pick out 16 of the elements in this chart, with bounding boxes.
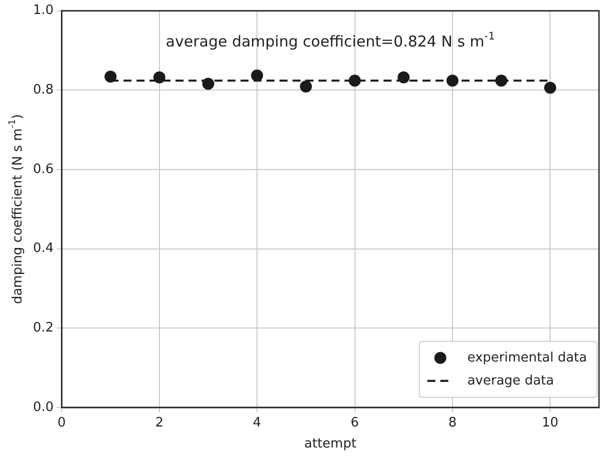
x-tick-label: 4	[252, 416, 262, 431]
y-axis-title: damping coefficient (N s m-1)	[8, 114, 26, 304]
y-tick-label: 0.8	[32, 82, 54, 98]
x-axis-title: attempt	[304, 436, 356, 452]
x-tick-label: 0	[58, 416, 66, 431]
y-tick-label: 0.6	[32, 162, 54, 177]
x-tick-label: 8	[448, 416, 457, 431]
legend-label: average data	[467, 373, 554, 388]
legend-label: experimental data	[467, 350, 588, 366]
y-tick-label: 1.0	[32, 3, 54, 18]
x-tick-label: 10	[542, 416, 558, 431]
x-tick-label: 6	[350, 416, 359, 431]
x-tick-label: 2	[155, 416, 164, 431]
y-tick-label: 0.4	[32, 241, 54, 256]
y-tick-label: 0.2	[32, 320, 54, 336]
y-tick-label: 0.0	[32, 400, 54, 415]
